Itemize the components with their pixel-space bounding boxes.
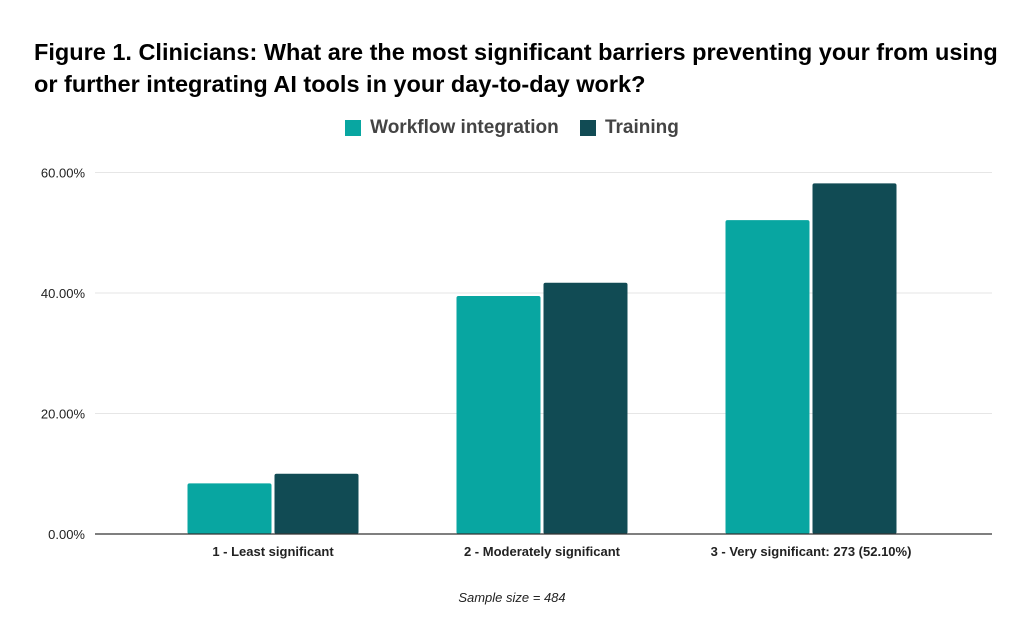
bar-training xyxy=(274,473,359,534)
y-tick-label: 60.00% xyxy=(41,166,86,181)
bar-workflow-integration xyxy=(725,220,810,534)
y-tick-label: 20.00% xyxy=(41,407,86,422)
x-tick-label: 2 - Moderately significant xyxy=(464,544,621,559)
legend-label: Training xyxy=(604,117,679,138)
legend-item-workflow-integration: Workflow integration xyxy=(345,117,559,139)
y-tick-label: 0.00% xyxy=(48,527,85,542)
x-tick-label: 3 - Very significant: 273 (52.10%) xyxy=(711,544,912,559)
legend-swatch xyxy=(345,120,362,136)
bar-workflow-integration xyxy=(187,483,272,534)
y-tick-label: 40.00% xyxy=(41,286,86,301)
bar-training xyxy=(812,183,897,534)
legend-swatch xyxy=(579,120,596,136)
bar-workflow-integration xyxy=(456,296,541,534)
legend-item-training: Training xyxy=(579,117,679,139)
bar-training xyxy=(543,282,628,534)
legend-label: Workflow integration xyxy=(370,117,559,138)
legend: Workflow integration Training xyxy=(0,117,1024,142)
chart-title: Figure 1. Clinicians: What are the most … xyxy=(34,39,998,97)
sample-size-note: Sample size = 484 xyxy=(458,590,566,605)
x-tick-label: 1 - Least significant xyxy=(212,544,334,559)
